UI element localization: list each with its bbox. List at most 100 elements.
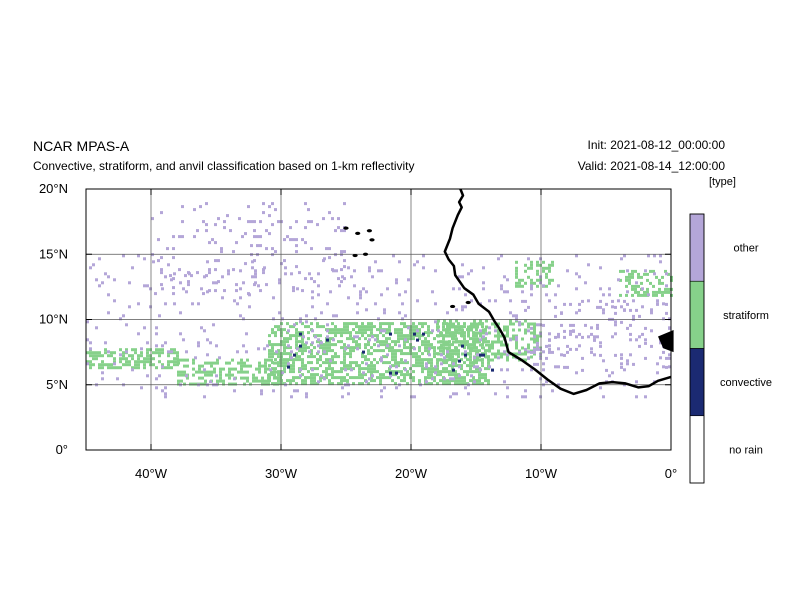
precip-cell-stratiform <box>86 360 89 364</box>
precip-cell-stratiform <box>424 346 427 350</box>
precip-cell-other <box>488 299 491 303</box>
precip-cell-stratiform <box>222 382 225 386</box>
precip-cell-other <box>422 266 425 270</box>
precip-cell-stratiform <box>173 357 176 361</box>
precip-cell-other <box>182 287 185 291</box>
precip-cell-stratiform <box>283 364 286 368</box>
precip-cell-stratiform <box>334 328 337 332</box>
precip-cell-other <box>256 253 259 257</box>
precip-cell-other <box>340 280 343 284</box>
precip-cell-stratiform <box>146 354 149 358</box>
precip-cell-stratiform <box>661 281 664 285</box>
precip-cell-stratiform <box>548 281 551 285</box>
precip-cell-stratiform <box>268 343 271 347</box>
precip-cell-stratiform <box>487 367 490 371</box>
precip-cell-stratiform <box>325 358 328 362</box>
precip-cell-other <box>497 257 500 261</box>
precip-cell-stratiform <box>346 352 349 356</box>
precip-cell-other <box>311 341 314 345</box>
precip-cell-other <box>347 344 350 348</box>
precip-cell-stratiform <box>343 322 346 326</box>
precip-cell-stratiform <box>231 373 234 377</box>
precip-cell-other <box>662 365 665 369</box>
precip-cell-stratiform <box>484 337 487 341</box>
precip-cell-stratiform <box>331 367 334 371</box>
precip-cell-stratiform <box>406 334 409 338</box>
precip-cell-stratiform <box>140 360 143 364</box>
precip-cell-other <box>137 302 140 306</box>
precip-cell-other <box>404 314 407 318</box>
precip-cell-stratiform <box>295 322 298 326</box>
precip-cell-stratiform <box>213 370 216 374</box>
precip-cell-stratiform <box>134 351 137 355</box>
precip-cell-stratiform <box>246 379 249 383</box>
precip-cell-stratiform <box>373 364 376 368</box>
precip-cell-stratiform <box>488 346 491 350</box>
precip-cell-stratiform <box>289 346 292 350</box>
precip-cell-stratiform <box>268 373 271 377</box>
precip-cell-other <box>221 296 224 300</box>
precip-cell-stratiform <box>524 263 527 267</box>
precip-cell-other <box>172 286 175 290</box>
precip-cell-other <box>284 266 287 270</box>
precip-cell-stratiform <box>442 343 445 347</box>
precip-cell-other <box>277 220 280 224</box>
legend-unit-label: [type] <box>709 176 736 188</box>
precip-cell-stratiform <box>376 361 379 365</box>
precip-cell-stratiform <box>289 382 292 386</box>
precip-cell-other <box>317 293 320 297</box>
precip-cell-stratiform <box>225 361 228 365</box>
precip-cell-other <box>533 347 536 351</box>
precip-cell-other <box>596 326 599 330</box>
precip-cell-other <box>251 266 254 270</box>
precip-cell-stratiform <box>152 351 155 355</box>
precip-cell-other <box>247 292 250 296</box>
precip-cell-other <box>107 293 110 297</box>
precip-cell-stratiform <box>473 322 476 326</box>
precip-cell-other <box>274 208 277 212</box>
precip-cell-stratiform <box>379 382 382 386</box>
precip-cell-other <box>539 275 542 279</box>
precip-cell-other <box>263 266 266 270</box>
precip-cell-stratiform <box>478 376 481 380</box>
precip-cell-stratiform <box>128 363 131 367</box>
precip-cell-stratiform <box>539 334 542 338</box>
precip-cell-stratiform <box>475 361 478 365</box>
precip-cell-stratiform <box>304 325 307 329</box>
precip-cell-other <box>164 386 167 390</box>
precip-cell-stratiform <box>409 346 412 350</box>
legend-swatch-convective <box>689 348 705 417</box>
precip-cell-other <box>632 314 635 318</box>
precip-cell-stratiform <box>497 328 500 332</box>
precip-cell-stratiform <box>207 370 210 374</box>
precip-cell-stratiform <box>310 373 313 377</box>
precip-cell-stratiform <box>283 328 286 332</box>
precip-cell-other <box>341 386 344 390</box>
precip-cell-other <box>194 356 197 360</box>
precip-cell-stratiform <box>322 361 325 365</box>
precip-cell-other <box>265 283 268 287</box>
precip-cell-other <box>314 335 317 339</box>
precip-cell-stratiform <box>470 346 473 350</box>
precip-cell-stratiform <box>503 343 506 347</box>
precip-cell-stratiform <box>155 348 158 352</box>
precip-cell-stratiform <box>104 351 107 355</box>
precip-cell-other <box>322 217 325 221</box>
precip-cell-convective <box>326 338 329 342</box>
precip-cell-other <box>323 377 326 381</box>
precip-cell-stratiform <box>173 363 176 367</box>
precip-cell-stratiform <box>283 367 286 371</box>
precip-cell-other <box>380 356 383 360</box>
precip-cell-stratiform <box>427 367 430 371</box>
precip-cell-stratiform <box>449 355 452 359</box>
precip-cell-stratiform <box>358 346 361 350</box>
precip-cell-other <box>656 371 659 375</box>
precip-cell-stratiform <box>385 370 388 374</box>
precip-cell-stratiform <box>481 322 484 326</box>
precip-cell-other <box>149 305 152 309</box>
precip-cell-stratiform <box>313 376 316 380</box>
precip-cell-other <box>296 389 299 393</box>
precip-cell-stratiform <box>388 349 391 353</box>
precip-cell-stratiform <box>442 379 445 383</box>
precip-cell-other <box>281 371 284 375</box>
